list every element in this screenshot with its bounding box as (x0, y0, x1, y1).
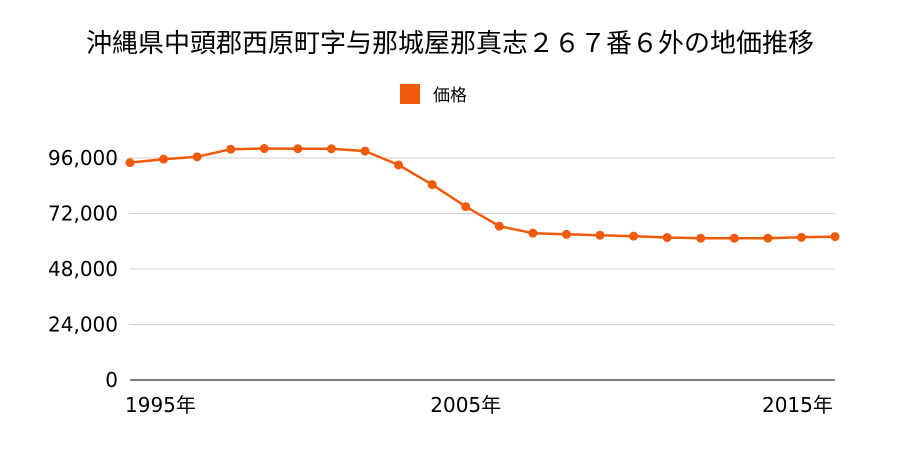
data-point (326, 144, 336, 154)
data-point (830, 232, 840, 242)
data-point (360, 146, 370, 156)
y-tick-label: 24,000 (48, 313, 118, 337)
data-point (394, 160, 404, 170)
y-tick-label: 72,000 (48, 202, 118, 226)
y-tick-label: 0 (105, 368, 118, 392)
chart-title: 沖縄県中頭郡西原町字与那城屋那真志２６７番６外の地価推移 (86, 29, 814, 59)
series-layer (125, 144, 840, 243)
data-point (427, 180, 437, 190)
y-tick-label: 96,000 (48, 146, 118, 170)
legend-swatch (400, 84, 420, 104)
data-point (159, 154, 169, 164)
axis-layer: 0 24,000 48,000 72,000 96,000 1995年 2005年 2015年 (48, 146, 835, 417)
data-point (629, 231, 639, 241)
data-point (125, 158, 135, 168)
data-point (595, 230, 605, 240)
data-point (293, 144, 303, 154)
data-point (561, 229, 571, 239)
legend-label: 価格 (433, 86, 467, 106)
data-point (461, 202, 471, 212)
data-point (259, 144, 269, 154)
x-tick-label: 2015年 (762, 393, 833, 417)
x-tick-label: 2005年 (430, 393, 501, 417)
data-point (796, 232, 806, 242)
data-point (494, 221, 504, 231)
series-line (129, 147, 836, 240)
y-tick-label: 48,000 (48, 257, 118, 281)
data-point (662, 233, 672, 243)
grid-layer (130, 157, 835, 325)
data-point (696, 233, 706, 243)
data-point (192, 152, 202, 162)
data-point (763, 233, 773, 243)
x-tick-label: 1995年 (125, 393, 196, 417)
data-point (226, 144, 236, 154)
data-point (528, 228, 538, 238)
data-point (729, 233, 739, 243)
